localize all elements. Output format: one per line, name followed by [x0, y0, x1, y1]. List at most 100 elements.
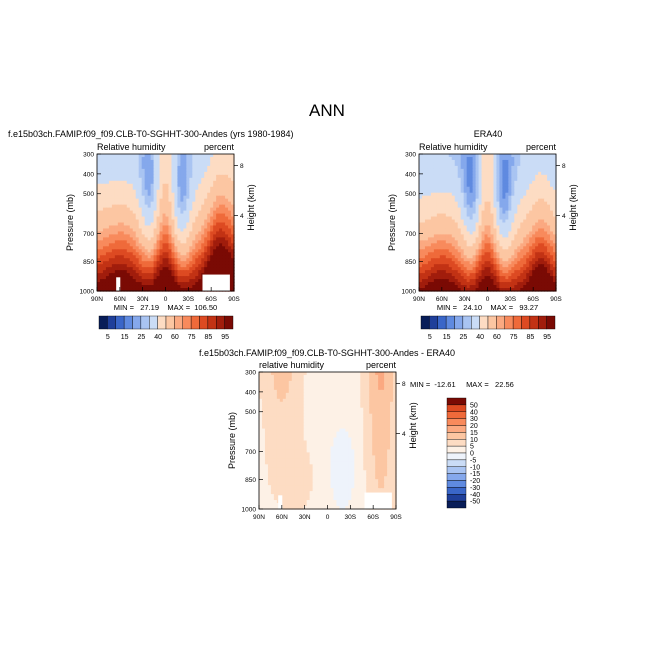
colorbar-swatch — [438, 316, 446, 329]
colorbar-swatch — [505, 316, 513, 329]
y2-tick-label: 4 — [562, 213, 566, 220]
colorbar-swatch — [158, 316, 166, 329]
right-label: percent — [366, 360, 397, 370]
x-tick-label: 30N — [137, 296, 149, 303]
y-tick-label: 300 — [83, 152, 94, 159]
colorbar-swatch — [149, 316, 157, 329]
colorbar-swatch — [141, 316, 149, 329]
y-tick-label: 700 — [405, 231, 416, 238]
contour-field — [419, 154, 557, 292]
x-tick-label: 0 — [164, 296, 168, 303]
colorbar-swatch — [538, 316, 546, 329]
x-tick-label: 60N — [436, 296, 448, 303]
model-panel: f.e15b03ch.FAMIP.f09_f09.CLB-T0-SGHHT-30… — [8, 129, 293, 341]
colorbar-swatch — [421, 316, 429, 329]
colorbar-swatch — [133, 316, 141, 329]
colorbar-label: 85 — [526, 334, 534, 341]
colorbar-swatch — [530, 316, 538, 329]
colorbar-swatch — [99, 316, 107, 329]
left-label: Relative humidity — [419, 142, 488, 152]
panel-title: f.e15b03ch.FAMIP.f09_f09.CLB-T0-SGHHT-30… — [8, 129, 293, 139]
y-tick-label: 400 — [405, 171, 416, 178]
left-label: relative humidity — [259, 360, 325, 370]
y-tick-label: 1000 — [402, 289, 417, 296]
x-tick-label: 30S — [183, 296, 195, 303]
y-tick-label: 500 — [83, 191, 94, 198]
x-tick-label: 60N — [114, 296, 126, 303]
right-label: percent — [526, 142, 557, 152]
x-tick-label: 90S — [550, 296, 562, 303]
x-tick-label: 60S — [205, 296, 217, 303]
x-tick-label: 90N — [413, 296, 425, 303]
colorbar-label: 5 — [428, 334, 432, 341]
y2-axis-label: Height (km) — [568, 184, 578, 231]
colorbar-swatch — [107, 316, 115, 329]
colorbar-label: 75 — [510, 334, 518, 341]
colorbar-swatch — [480, 316, 488, 329]
y-tick-label: 700 — [83, 231, 94, 238]
y-tick-label: 500 — [405, 191, 416, 198]
colorbar-swatch — [174, 316, 182, 329]
right-label: percent — [204, 142, 235, 152]
page-title: ANN — [309, 101, 345, 120]
min-max-text: MIN = 27.19 MAX = 106.50 — [114, 303, 217, 312]
colorbar-swatch — [225, 316, 233, 329]
colorbar-swatch — [429, 316, 437, 329]
colorbar-swatch — [522, 316, 530, 329]
difference-panel: f.e15b03ch.FAMIP.f09_f09.CLB-T0-SGHHT-30… — [199, 348, 514, 521]
colorbar-swatch — [191, 316, 199, 329]
y-tick-label: 1000 — [80, 289, 95, 296]
colorbar-label: 85 — [204, 334, 212, 341]
x-tick-label: 90N — [91, 296, 103, 303]
y-axis-label: Pressure (mb) — [65, 194, 75, 251]
colorbar-swatch — [547, 316, 555, 329]
y2-axis-label: Height (km) — [246, 184, 256, 231]
x-tick-label: 0 — [486, 296, 490, 303]
colorbar-swatch — [166, 316, 174, 329]
y2-tick-label: 8 — [240, 163, 244, 170]
y-tick-label: 850 — [405, 259, 416, 266]
contour-field — [97, 154, 235, 292]
colorbar-swatch — [513, 316, 521, 329]
colorbar-label: 25 — [137, 334, 145, 341]
colorbar-swatch — [208, 316, 216, 329]
era40-panel: ERA40 Relative humidity percent 90N 60N 30… — [387, 129, 578, 341]
y-tick-label: 850 — [83, 259, 94, 266]
colorbar-swatch — [183, 316, 191, 329]
colorbar-swatch — [124, 316, 132, 329]
colorbar-label: 60 — [171, 334, 179, 341]
y-tick-label: 300 — [405, 152, 416, 159]
colorbar-swatch — [200, 316, 208, 329]
y-tick-label: 400 — [83, 171, 94, 178]
topography-mask — [202, 275, 229, 291]
x-tick-label: 60S — [527, 296, 539, 303]
colorbar-label: 40 — [154, 334, 162, 341]
colorbar-label: 5 — [106, 334, 110, 341]
colorbar-swatch — [463, 316, 471, 329]
y-axis-label: Pressure (mb) — [387, 194, 397, 251]
colorbar-swatch — [455, 316, 463, 329]
colorbar-swatch — [496, 316, 504, 329]
colorbar-label: 15 — [443, 334, 451, 341]
colorbar-swatch — [446, 316, 454, 329]
x-tick-label: 90S — [228, 296, 240, 303]
min-max-text: MIN = 24.10 MAX = 93.27 — [437, 303, 538, 312]
colorbar-swatch — [116, 316, 124, 329]
colorbar-swatch — [471, 316, 479, 329]
colorbar-swatch — [488, 316, 496, 329]
panel-title: f.e15b03ch.FAMIP.f09_f09.CLB-T0-SGHHT-30… — [199, 348, 455, 358]
colorbar-label: 25 — [459, 334, 467, 341]
colorbar-swatch — [216, 316, 224, 329]
contour-field — [259, 372, 397, 510]
y2-tick-label: 8 — [562, 163, 566, 170]
colorbar-label: 95 — [221, 334, 229, 341]
colorbar-label: 60 — [493, 334, 501, 341]
y2-tick-label: 4 — [240, 213, 244, 220]
left-label: Relative humidity — [97, 142, 166, 152]
x-tick-label: 30S — [505, 296, 517, 303]
panel-title: ERA40 — [474, 129, 503, 139]
colorbar-label: 15 — [121, 334, 129, 341]
